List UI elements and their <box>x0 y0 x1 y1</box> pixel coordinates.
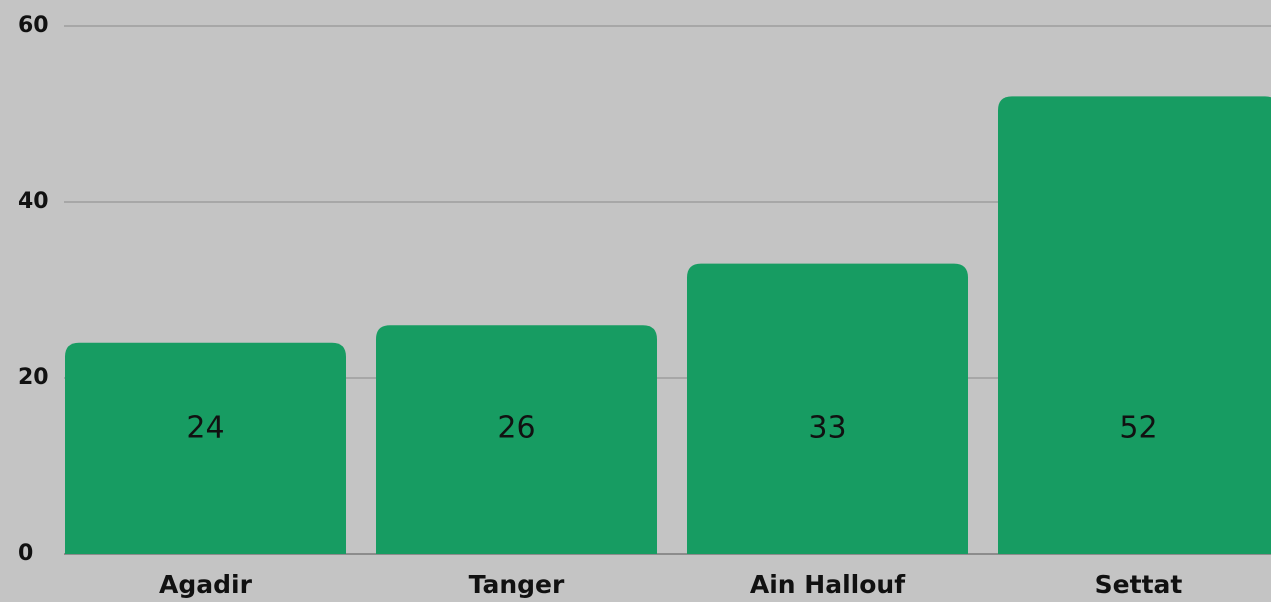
x-tick-label: Agadir <box>159 570 253 599</box>
y-tick-label: 0 <box>18 541 33 566</box>
x-tick-label: Ain Hallouf <box>750 570 906 599</box>
bar <box>376 325 657 554</box>
bar <box>998 96 1271 554</box>
y-tick-label: 20 <box>18 365 49 390</box>
y-tick-label: 40 <box>18 189 49 214</box>
x-tick-label: Tanger <box>469 570 565 599</box>
value-label: 24 <box>186 411 224 446</box>
y-tick-label: 60 <box>18 13 49 38</box>
bar <box>687 263 968 554</box>
value-label: 52 <box>1119 411 1157 446</box>
value-label: 26 <box>497 411 535 446</box>
x-tick-label: Settat <box>1095 570 1183 599</box>
value-label: 33 <box>808 411 846 446</box>
bar <box>65 342 346 554</box>
